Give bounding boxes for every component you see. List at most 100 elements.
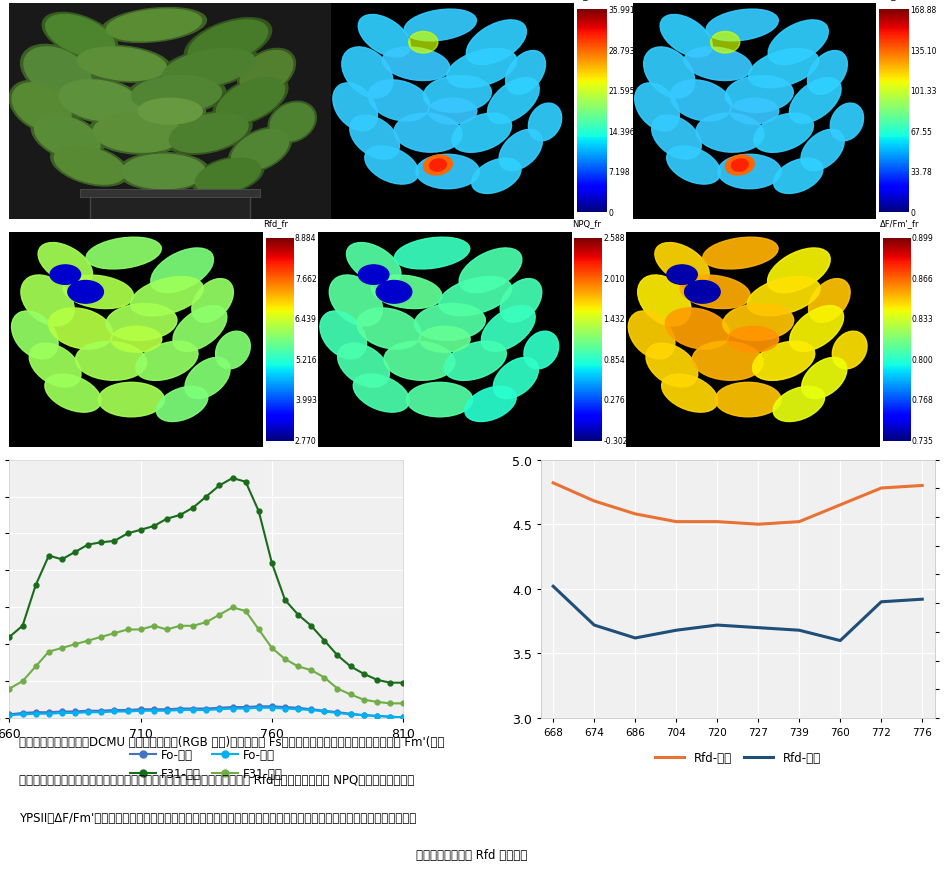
Ellipse shape xyxy=(359,266,389,285)
Ellipse shape xyxy=(773,387,825,422)
Text: 0.800: 0.800 xyxy=(912,355,934,364)
Text: 2.588: 2.588 xyxy=(603,234,625,243)
Ellipse shape xyxy=(228,128,292,174)
Ellipse shape xyxy=(444,342,506,381)
Ellipse shape xyxy=(809,279,851,323)
Ellipse shape xyxy=(670,81,732,122)
Ellipse shape xyxy=(38,244,93,286)
Ellipse shape xyxy=(395,238,470,269)
Text: 14.396: 14.396 xyxy=(608,128,634,136)
Text: 6.439: 6.439 xyxy=(295,315,317,324)
Text: 7.662: 7.662 xyxy=(295,275,316,284)
Text: 0.854: 0.854 xyxy=(603,355,625,364)
Ellipse shape xyxy=(270,104,314,142)
Text: 0: 0 xyxy=(608,209,613,218)
Ellipse shape xyxy=(333,84,378,132)
Ellipse shape xyxy=(499,130,542,171)
Ellipse shape xyxy=(21,276,75,327)
Ellipse shape xyxy=(752,342,815,381)
Ellipse shape xyxy=(59,81,140,122)
Ellipse shape xyxy=(195,159,261,194)
Ellipse shape xyxy=(162,50,255,89)
Text: 135.10: 135.10 xyxy=(910,47,936,56)
Ellipse shape xyxy=(130,277,203,316)
Ellipse shape xyxy=(106,304,177,341)
Text: ΔF/Fm'_fr: ΔF/Fm'_fr xyxy=(880,219,919,228)
Ellipse shape xyxy=(692,342,764,381)
Ellipse shape xyxy=(54,147,126,185)
Text: 5.216: 5.216 xyxy=(295,355,316,364)
Ellipse shape xyxy=(472,159,521,194)
Ellipse shape xyxy=(136,342,198,381)
Ellipse shape xyxy=(723,304,794,341)
Ellipse shape xyxy=(684,48,751,82)
Ellipse shape xyxy=(138,99,202,125)
Ellipse shape xyxy=(680,276,750,309)
Text: YPSII（ΔF/Fm'）（其中深蓝色斌块为施药区域）；下左图为施药区域与周边区域（对照）叶绳素荧光光谱，右图为施药: YPSII（ΔF/Fm'）（其中深蓝色斌块为施药区域）；下左图为施药区域与周边区… xyxy=(19,811,416,824)
Ellipse shape xyxy=(31,113,103,162)
Ellipse shape xyxy=(238,50,295,97)
Ellipse shape xyxy=(63,276,133,309)
Ellipse shape xyxy=(231,130,289,171)
Ellipse shape xyxy=(833,331,867,369)
Ellipse shape xyxy=(725,76,793,113)
Ellipse shape xyxy=(711,33,740,54)
Legend: Rfd-对照, Rfd-实验: Rfd-对照, Rfd-实验 xyxy=(650,747,825,769)
Ellipse shape xyxy=(122,155,206,190)
Ellipse shape xyxy=(684,281,720,304)
Ellipse shape xyxy=(487,79,539,124)
Ellipse shape xyxy=(93,114,183,153)
Ellipse shape xyxy=(629,312,675,360)
Ellipse shape xyxy=(634,84,680,132)
Ellipse shape xyxy=(747,277,820,316)
Ellipse shape xyxy=(45,375,101,413)
Ellipse shape xyxy=(644,48,695,98)
Ellipse shape xyxy=(86,238,161,269)
Ellipse shape xyxy=(353,375,410,413)
Ellipse shape xyxy=(346,244,401,286)
Ellipse shape xyxy=(29,344,81,388)
Ellipse shape xyxy=(102,9,207,43)
Ellipse shape xyxy=(377,281,412,304)
Ellipse shape xyxy=(666,147,720,185)
Ellipse shape xyxy=(372,276,442,309)
Legend: Fo-实验, F31-实验, Fo-对照, F31-对照: Fo-实验, F31-实验, Fo-对照, F31-对照 xyxy=(125,743,288,785)
Ellipse shape xyxy=(77,48,166,82)
Ellipse shape xyxy=(45,15,114,58)
Ellipse shape xyxy=(48,308,112,350)
Ellipse shape xyxy=(500,279,542,323)
Text: 0.866: 0.866 xyxy=(912,275,934,284)
Ellipse shape xyxy=(414,304,485,341)
Ellipse shape xyxy=(404,10,477,42)
Ellipse shape xyxy=(429,99,477,125)
Ellipse shape xyxy=(728,327,779,353)
Ellipse shape xyxy=(666,266,698,285)
Ellipse shape xyxy=(407,383,473,417)
Ellipse shape xyxy=(24,48,92,98)
Ellipse shape xyxy=(213,76,288,127)
Ellipse shape xyxy=(646,344,698,388)
Ellipse shape xyxy=(173,307,227,352)
Ellipse shape xyxy=(481,307,535,352)
Ellipse shape xyxy=(268,102,316,144)
Ellipse shape xyxy=(506,51,546,95)
Ellipse shape xyxy=(459,249,522,293)
Ellipse shape xyxy=(655,244,709,286)
Ellipse shape xyxy=(730,99,779,125)
Text: 101.33: 101.33 xyxy=(910,88,936,97)
Ellipse shape xyxy=(131,76,222,113)
Ellipse shape xyxy=(409,33,438,54)
Ellipse shape xyxy=(329,276,382,327)
Ellipse shape xyxy=(359,15,411,58)
Text: Rfd_fr: Rfd_fr xyxy=(263,219,289,228)
Ellipse shape xyxy=(89,113,187,155)
Ellipse shape xyxy=(662,375,717,413)
Ellipse shape xyxy=(185,358,230,400)
Text: 33.78: 33.78 xyxy=(910,168,932,177)
Ellipse shape xyxy=(151,249,213,293)
Ellipse shape xyxy=(395,114,463,153)
Ellipse shape xyxy=(773,159,823,194)
Text: 28.793: 28.793 xyxy=(608,47,634,56)
Ellipse shape xyxy=(9,82,74,134)
Ellipse shape xyxy=(494,358,538,400)
